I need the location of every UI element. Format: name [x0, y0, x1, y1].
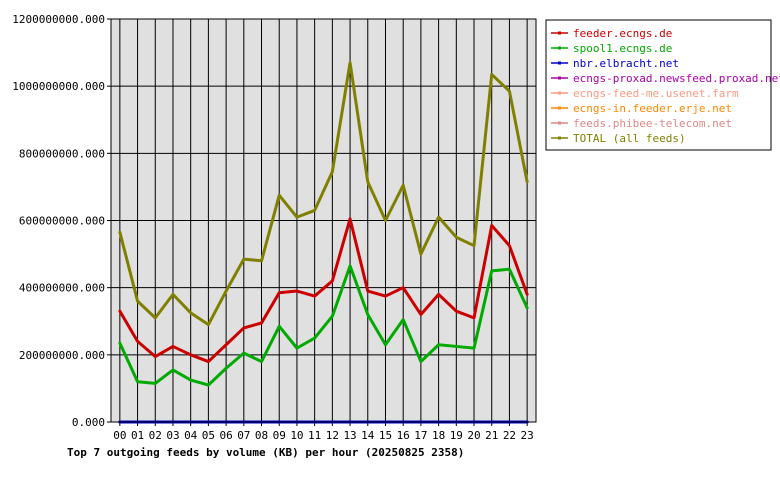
legend-label: ecngs-feed-me.usenet.farm	[573, 87, 739, 100]
x-tick-label: 10	[290, 429, 303, 442]
x-tick-label: 06	[219, 429, 232, 442]
y-tick-label: 600000000.000	[19, 215, 105, 228]
y-tick-label: 1000000000.000	[12, 80, 105, 93]
y-tick-label: 400000000.000	[19, 282, 105, 295]
chart-title: Top 7 outgoing feeds by volume (KB) per …	[67, 446, 464, 459]
x-tick-label: 22	[503, 429, 516, 442]
axis-layer: 0.000 200000000.000 400000000.000 600000000…	[12, 13, 533, 442]
series-line	[118, 217, 529, 364]
x-tick-label: 01	[131, 429, 144, 442]
legend-label: TOTAL (all feeds)	[573, 132, 686, 145]
legend: feeder.ecngs.de spool1.ecngs.de nbr.elbrac…	[545, 19, 780, 151]
x-tick-label: 08	[255, 429, 268, 442]
y-tick-label: 800000000.000	[19, 147, 105, 160]
x-tick-label: 03	[166, 429, 179, 442]
x-tick-label: 09	[273, 429, 286, 442]
legend-marker	[558, 91, 561, 95]
x-tick-label: 21	[485, 429, 498, 442]
x-tick-label: 18	[432, 429, 445, 442]
x-tick-label: 11	[308, 429, 321, 442]
legend-marker	[558, 106, 561, 110]
x-tick-label: 19	[450, 429, 463, 442]
x-tick-label: 13	[343, 429, 356, 442]
legend-marker	[558, 46, 561, 50]
grid-layer	[111, 18, 536, 423]
legend-label: ecngs-proxad.newsfeed.proxad.net	[573, 72, 780, 85]
x-tick-label: 15	[379, 429, 392, 442]
y-tick-label: 1200000000.000	[12, 13, 105, 26]
series-line	[118, 61, 529, 327]
x-tick-label: 02	[149, 429, 162, 442]
series-line	[118, 264, 529, 387]
x-tick-label: 04	[184, 429, 198, 442]
x-tick-label: 17	[414, 429, 427, 442]
legend-marker	[558, 76, 561, 80]
legend-marker	[558, 121, 561, 125]
legend-label: feeder.ecngs.de	[573, 27, 672, 40]
x-tick-label: 07	[237, 429, 250, 442]
legend-label: spool1.ecngs.de	[573, 42, 672, 55]
x-tick-label: 23	[521, 429, 534, 442]
x-tick-label: 20	[467, 429, 480, 442]
x-tick-label: 12	[326, 429, 339, 442]
legend-label: nbr.elbracht.net	[573, 57, 679, 70]
y-tick-label: 200000000.000	[19, 349, 105, 362]
legend-label: ecngs-in.feeder.erje.net	[573, 102, 732, 115]
legend-frame	[545, 19, 772, 151]
legend-marker	[558, 61, 561, 65]
plot-frame	[110, 18, 537, 423]
x-tick-label: 16	[397, 429, 410, 442]
y-tick-label: 0.000	[72, 416, 105, 429]
x-tick-label: 00	[113, 429, 126, 442]
x-tick-label: 14	[361, 429, 375, 442]
legend-marker	[558, 136, 561, 140]
x-tick-label: 05	[202, 429, 215, 442]
legend-marker	[558, 31, 561, 35]
legend-label: feeds.phibee-telecom.net	[573, 117, 732, 130]
